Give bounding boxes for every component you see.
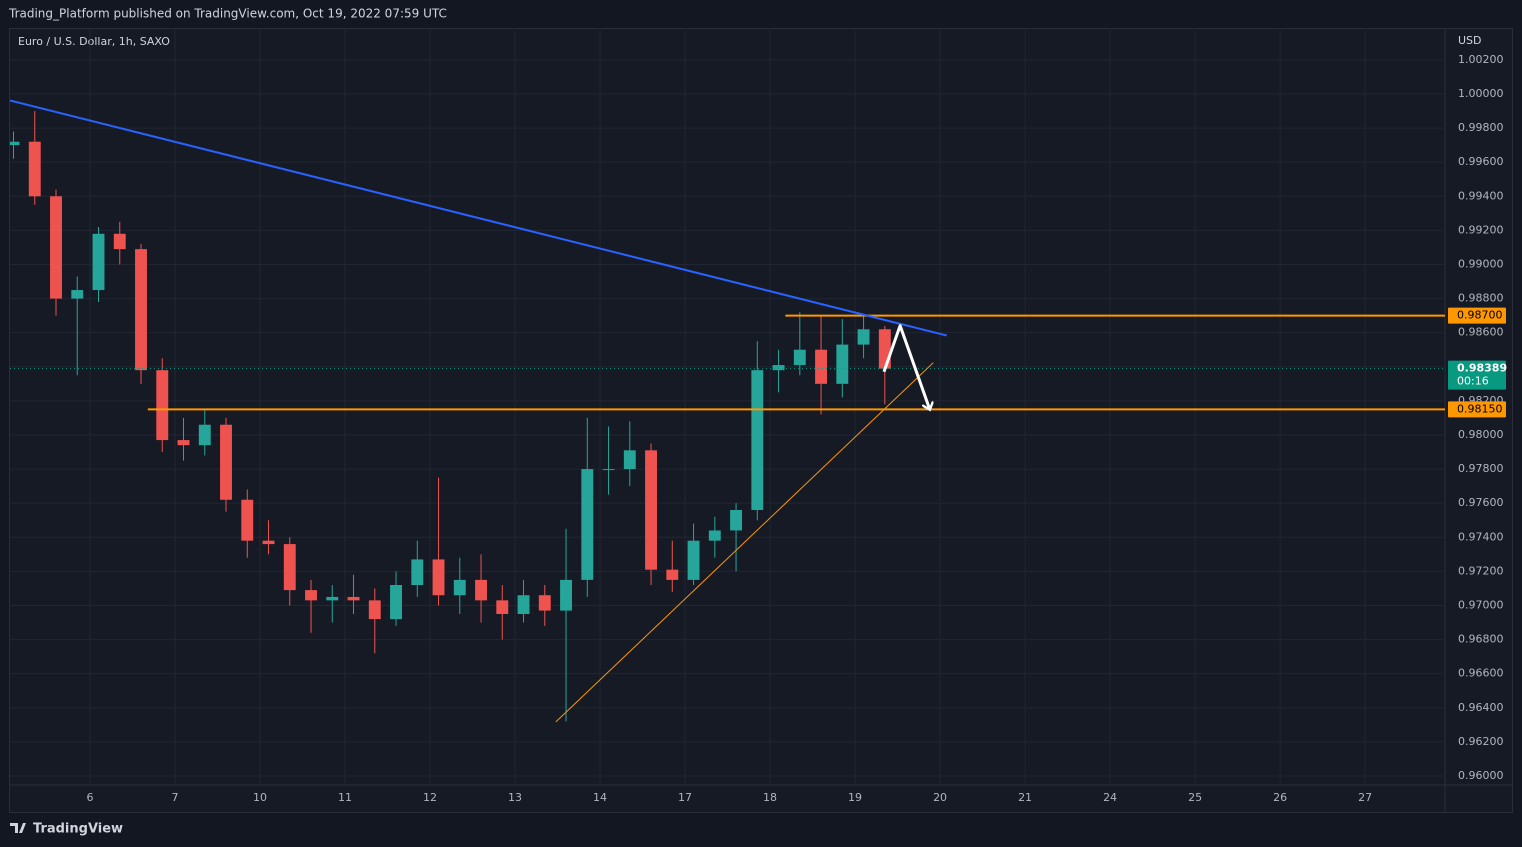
currency-label: USD [1458, 34, 1482, 47]
candle-body [496, 600, 509, 614]
symbol-title: Euro / U.S. Dollar, 1h, SAXO [18, 35, 170, 48]
x-tick-label: 6 [87, 791, 94, 804]
candle-body [772, 365, 785, 371]
y-tick-label: 0.99800 [1458, 121, 1504, 134]
candle-body [623, 450, 636, 470]
plot-area [10, 99, 1445, 723]
candle-body [283, 544, 296, 591]
candle-body [305, 590, 317, 601]
candle-body [453, 579, 466, 596]
y-tick-label: 0.98800 [1458, 292, 1504, 305]
x-tick-label: 12 [423, 791, 437, 804]
y-tick-label: 1.00000 [1458, 87, 1504, 100]
trend-line [10, 99, 948, 337]
candle-body [262, 540, 275, 545]
brand: TradingView [33, 822, 123, 837]
candle-body [198, 424, 211, 446]
y-tick-label: 0.97000 [1458, 598, 1504, 611]
candle-body [50, 196, 62, 299]
y-tick-label: 0.97400 [1458, 530, 1504, 543]
trend-line [555, 362, 934, 723]
candle-body [751, 370, 764, 510]
candle-body [857, 329, 870, 345]
x-tick-label: 18 [763, 791, 777, 804]
level-price-box [1448, 401, 1506, 418]
candle-body [708, 530, 721, 541]
x-tick-label: 25 [1188, 791, 1202, 804]
candle-body [432, 559, 445, 596]
y-tick-label: 0.99400 [1458, 189, 1504, 202]
candle-body [687, 540, 700, 580]
candle-body [475, 579, 487, 601]
candle-body [645, 450, 657, 570]
candle-body [28, 141, 41, 197]
last-price-label: 0.98389 [1457, 362, 1507, 375]
candle-body [517, 595, 530, 614]
candle-body [241, 499, 254, 541]
y-tick-label: 0.96200 [1458, 735, 1504, 748]
y-tick-label: 0.96600 [1458, 667, 1504, 680]
x-tick-label: 14 [593, 791, 607, 804]
candle-body [368, 600, 381, 620]
x-tick-label: 13 [508, 791, 522, 804]
x-tick-label: 27 [1358, 791, 1372, 804]
x-tick-label: 21 [1018, 791, 1032, 804]
x-tick-label: 26 [1273, 791, 1287, 804]
candle-body [347, 596, 360, 601]
candle-body [390, 585, 402, 620]
level-price-label: 0.98150 [1457, 402, 1503, 415]
tv-logo: TradingView [10, 822, 123, 837]
candle-body [10, 141, 20, 146]
y-tick-label: 0.96800 [1458, 633, 1504, 646]
x-tick-label: 7 [172, 791, 179, 804]
arrow-drawing [882, 324, 930, 410]
last-price-box [1448, 360, 1506, 390]
candle-body [220, 424, 232, 500]
x-tick-label: 10 [253, 791, 267, 804]
candle-body [666, 569, 679, 580]
candle-body [793, 349, 806, 366]
level-price-label: 0.98700 [1457, 309, 1503, 322]
y-tick-label: 0.97600 [1458, 496, 1504, 509]
candle-body [113, 233, 126, 250]
candle-body [836, 344, 849, 384]
y-tick-label: 0.99600 [1458, 155, 1504, 168]
candle-body [815, 349, 828, 384]
y-tick-label: 0.96400 [1458, 701, 1504, 714]
grid [10, 28, 1445, 785]
y-tick-label: 0.96000 [1458, 769, 1504, 782]
x-tick-label: 19 [848, 791, 862, 804]
candle-body [135, 249, 147, 371]
x-tick-label: 11 [338, 791, 352, 804]
publish-header: Trading_Platform published on TradingVie… [8, 7, 447, 21]
y-tick-label: 0.98000 [1458, 428, 1504, 441]
candle-body [411, 559, 424, 586]
candle-body [538, 595, 551, 611]
y-tick-label: 0.97800 [1458, 462, 1504, 475]
candle-body [878, 329, 891, 369]
candle-body [581, 469, 594, 580]
candle-body [92, 233, 105, 291]
y-tick-label: 0.98600 [1458, 326, 1504, 339]
candle-body [177, 440, 190, 446]
x-tick-label: 20 [933, 791, 947, 804]
candle-body [602, 469, 615, 471]
x-tick-label: 17 [678, 791, 692, 804]
y-tick-label: 1.00200 [1458, 53, 1504, 66]
countdown-label: 00:16 [1457, 375, 1489, 388]
y-tick-label: 0.97200 [1458, 564, 1504, 577]
candle-body [326, 596, 339, 601]
x-tick-label: 24 [1103, 791, 1117, 804]
candle-body [156, 370, 169, 441]
candle-body [730, 509, 743, 531]
y-tick-label: 0.99000 [1458, 257, 1504, 270]
level-price-box [1448, 307, 1506, 324]
candle-body [71, 290, 84, 299]
y-tick-label: 0.99200 [1458, 223, 1504, 236]
logo-mark [10, 823, 26, 833]
axes: 0.96000 0.96200 0.96400 0.96600 0.96800 0.970… [87, 53, 1508, 804]
candle-body [560, 579, 572, 611]
